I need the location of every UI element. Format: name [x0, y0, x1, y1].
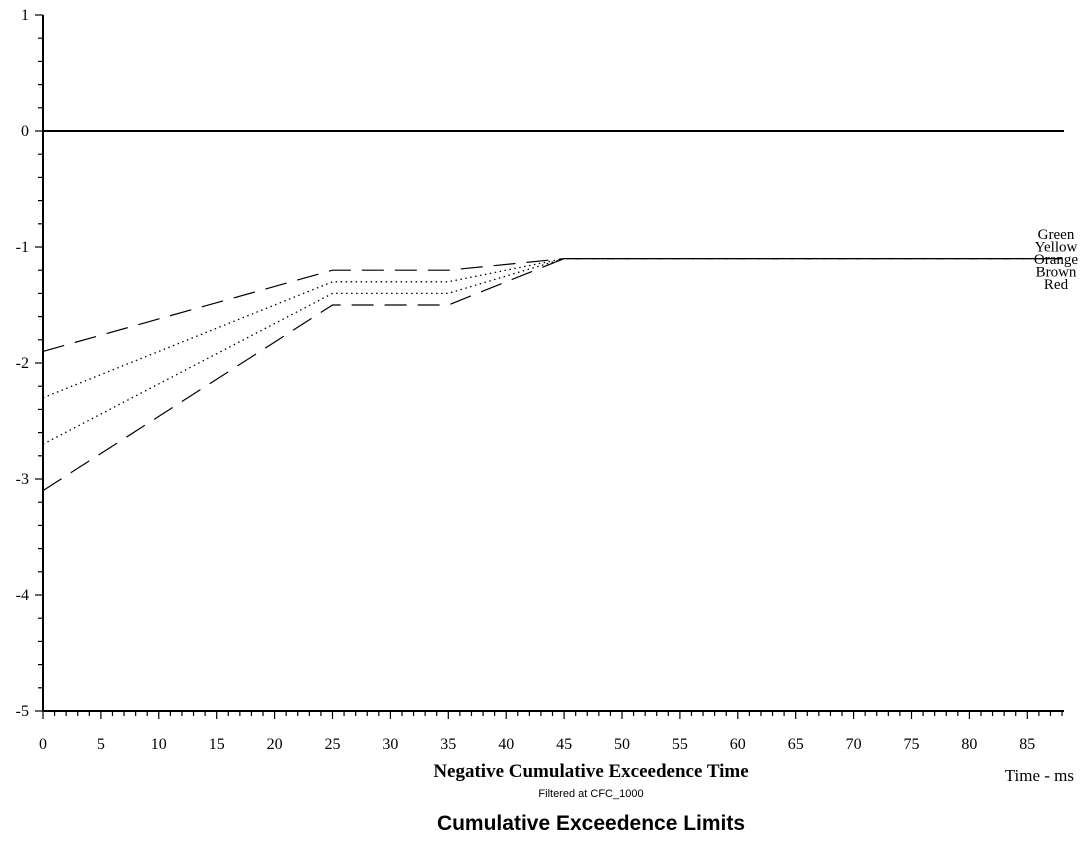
- chart-title: Cumulative Exceedence Limits: [437, 812, 745, 835]
- y-tick-label: -5: [16, 703, 29, 720]
- x-tick-label: 20: [267, 736, 283, 753]
- x-tick-label: 55: [672, 736, 688, 753]
- x-tick-label: 45: [556, 736, 572, 753]
- legend-label-yellow: Yellow: [1035, 240, 1078, 256]
- x-tick-label: 65: [788, 736, 804, 753]
- x-tick-label: 35: [440, 736, 456, 753]
- axes: 0 5 10 15 20 25 30 35 40 45 50 55 60 65 70 75 80 8510-1-2…: [16, 7, 1064, 753]
- x-tick-label: 80: [961, 736, 977, 753]
- x-tick-label: 10: [151, 736, 167, 753]
- y-tick-label: -1: [16, 239, 29, 256]
- series-line-brown: [42, 257, 1063, 445]
- y-tick-label: 1: [21, 7, 29, 24]
- x-axis-title: Negative Cumulative Exceedence Time: [433, 761, 748, 782]
- x-tick-label: 75: [904, 736, 920, 753]
- series-line-yellow: [42, 257, 1063, 399]
- x-tick-label: 15: [209, 736, 225, 753]
- x-unit-label: Time - ms: [1005, 766, 1074, 785]
- x-tick-label: 30: [382, 736, 398, 753]
- x-tick-label: 40: [498, 736, 514, 753]
- x-tick-label: 50: [614, 736, 630, 753]
- chart-subtitle: Filtered at CFC_1000: [538, 788, 643, 800]
- x-tick-label: 5: [97, 736, 105, 753]
- y-tick-label: -2: [16, 355, 29, 372]
- x-tick-label: 85: [1019, 736, 1035, 753]
- x-tick-label: 25: [325, 736, 341, 753]
- series-line-green: [42, 258, 1063, 352]
- x-tick-label: 60: [730, 736, 746, 753]
- legend-label-green: Green: [1038, 227, 1075, 243]
- legend-label-brown: Brown: [1036, 265, 1077, 281]
- legend-label-orange: Orange: [1034, 252, 1078, 268]
- legend-label-red: Red: [1044, 277, 1069, 293]
- y-tick-label: 0: [21, 123, 29, 140]
- x-tick-label: 70: [846, 736, 862, 753]
- series-line-red: [42, 258, 1063, 492]
- y-tick-label: -4: [16, 587, 29, 604]
- y-tick-label: -3: [16, 471, 29, 488]
- series-group: [42, 257, 1063, 492]
- x-tick-label: 0: [39, 736, 47, 753]
